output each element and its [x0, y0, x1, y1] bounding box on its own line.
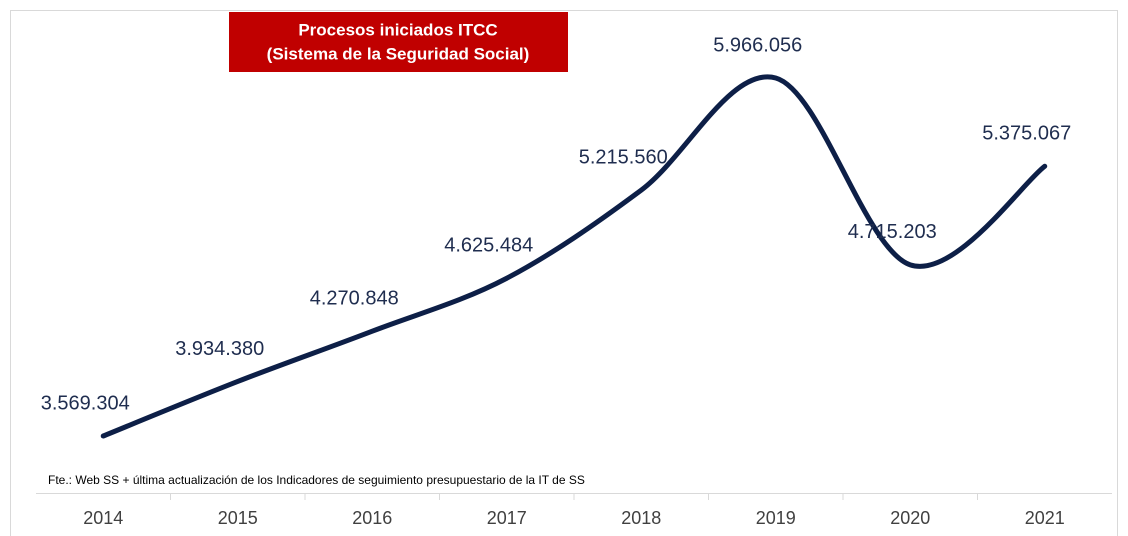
- title-box: [229, 12, 568, 72]
- chart-title: (Sistema de la Seguridad Social): [267, 44, 530, 63]
- chart-title: Procesos iniciados ITCC: [298, 20, 497, 39]
- source-note: Fte.: Web SS + última actualización de l…: [48, 473, 585, 487]
- x-tick-label: 2019: [756, 508, 796, 528]
- data-label: 4.270.848: [310, 287, 399, 309]
- data-label: 5.375.067: [982, 123, 1071, 145]
- chart-border: [10, 10, 1118, 536]
- x-tick-label: 2017: [487, 508, 527, 528]
- data-label: 3.569.304: [41, 392, 130, 414]
- x-tick-label: 2018: [621, 508, 661, 528]
- line: [100, 74, 1048, 439]
- data-label: 4.625.484: [444, 235, 533, 257]
- x-tick-label: 2020: [890, 508, 930, 528]
- x-tick-label: 2015: [218, 508, 258, 528]
- x-tick-label: 2016: [352, 508, 392, 528]
- data-label: 4.715.203: [848, 221, 937, 243]
- data-label: 5.966.056: [713, 34, 802, 56]
- data-label: 3.934.380: [175, 338, 264, 360]
- x-tick-label: 2014: [83, 508, 123, 528]
- x-tick-label: 2021: [1025, 508, 1065, 528]
- data-label: 5.215.560: [579, 146, 668, 168]
